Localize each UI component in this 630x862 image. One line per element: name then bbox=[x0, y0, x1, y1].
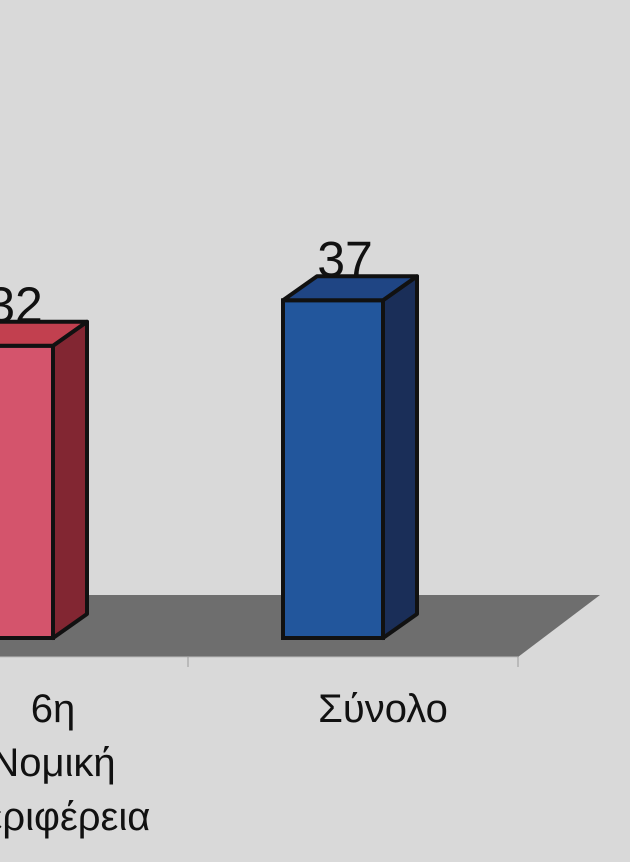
category-label: 6η Νομική Περιφέρεια bbox=[0, 687, 150, 839]
bar-1 bbox=[0, 319, 89, 640]
category-label-line: 6η bbox=[31, 687, 76, 731]
x-axis-ticks bbox=[187, 657, 519, 667]
bar-side-face bbox=[51, 319, 89, 640]
bar-top-face bbox=[0, 319, 89, 348]
category-label-line: Σύνολο bbox=[318, 687, 448, 731]
data-labels-group: 32 37 bbox=[0, 231, 373, 333]
bar-2 bbox=[281, 274, 419, 640]
bar-front-face bbox=[0, 343, 55, 640]
category-label: Σύνολο bbox=[318, 687, 448, 731]
bar-side-face bbox=[381, 274, 419, 640]
data-label: 32 bbox=[0, 277, 43, 333]
bar-top-face bbox=[281, 274, 419, 303]
category-label-line: Περιφέρεια bbox=[0, 795, 150, 839]
bar-front-face bbox=[281, 298, 385, 640]
category-label-line: Νομική bbox=[0, 741, 116, 785]
bars-group bbox=[0, 274, 419, 640]
data-label: 37 bbox=[317, 231, 373, 287]
category-labels-group: 6η Νομική Περιφέρεια Σύνολο bbox=[0, 687, 448, 839]
